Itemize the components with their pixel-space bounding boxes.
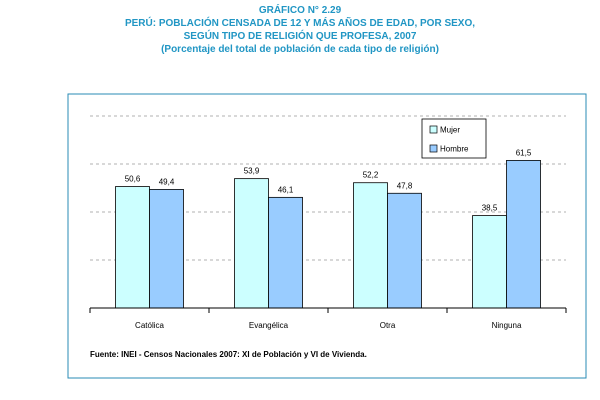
value-label-hombre-3: 61,5 — [516, 148, 532, 157]
figure-number: GRÁFICO N° 2.29 — [258, 5, 342, 16]
x-tick-label-0: Católica — [135, 321, 164, 330]
bar-hombre-1 — [268, 196, 303, 309]
bar-mujer-2 — [353, 182, 388, 309]
value-label-mujer-0: 50,6 — [125, 175, 141, 184]
legend-swatch-mujer — [429, 125, 438, 134]
legend-swatch-hombre — [429, 144, 438, 153]
legend-label-mujer: Mujer — [440, 126, 460, 135]
value-label-hombre-2: 47,8 — [397, 181, 413, 190]
chart-title-line-1: PERÚ: POBLACIÓN CENSADA DE 12 Y MÁS AÑOS… — [124, 18, 476, 29]
value-label-mujer-1: 53,9 — [244, 167, 260, 176]
bar-hombre-3 — [506, 159, 541, 309]
legend-label-hombre: Hombre — [440, 145, 469, 154]
bars-group: 50,6 49,4 53,9 46,1 52,2 47,8 38,5 61,5 — [115, 148, 541, 309]
bar-mujer-0 — [115, 186, 150, 309]
value-label-mujer-2: 52,2 — [363, 171, 379, 180]
chart-subtitle: (Porcentaje del total de población de ca… — [161, 44, 439, 55]
x-axis: Católica Evangélica Otra Ninguna — [89, 307, 567, 330]
chart-titles: GRÁFICO N° 2.29 PERÚ: POBLACIÓN CENSADA … — [0, 4, 600, 56]
bar-hombre-2 — [387, 192, 422, 309]
bar-hombre-0 — [149, 189, 184, 309]
x-tick-label-3: Ninguna — [492, 321, 522, 330]
x-tick-label-2: Otra — [380, 321, 396, 330]
x-tick-label-1: Evangélica — [249, 321, 289, 330]
source-note: Fuente: INEI - Censos Nacionales 2007: X… — [90, 350, 367, 359]
chart-title-line-2: SEGÚN TIPO DE RELIGIÓN QUE PROFESA, 2007 — [183, 31, 417, 42]
value-label-hombre-0: 49,4 — [159, 177, 175, 186]
bar-mujer-1 — [234, 178, 269, 309]
value-label-mujer-3: 38,5 — [482, 204, 498, 213]
value-label-hombre-1: 46,1 — [278, 185, 294, 194]
bar-mujer-3 — [472, 215, 507, 309]
legend: Mujer Hombre — [421, 118, 487, 159]
